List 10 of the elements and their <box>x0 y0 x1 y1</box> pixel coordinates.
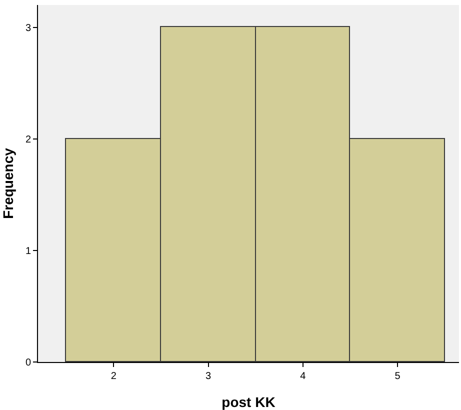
y-tick-label: 2 <box>25 134 32 146</box>
x-tick-label: 4 <box>300 371 306 382</box>
y-axis-title: Frequency <box>0 148 16 219</box>
x-tick-label: 5 <box>394 371 401 382</box>
y-tick-label: 0 <box>25 358 32 368</box>
x-tick-label: 2 <box>110 371 117 382</box>
y-tick-label: 3 <box>25 22 32 34</box>
y-tick-label: 1 <box>25 246 32 257</box>
x-tick-label: 3 <box>206 371 212 382</box>
x-axis-title: post KK <box>222 394 276 410</box>
